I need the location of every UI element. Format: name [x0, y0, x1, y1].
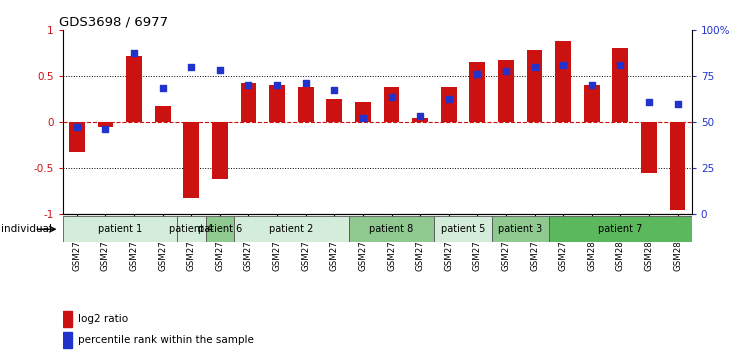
Point — [99, 127, 111, 132]
Text: patient 1: patient 1 — [98, 224, 142, 234]
Point — [185, 64, 197, 70]
Point — [557, 62, 569, 68]
Text: patient 2: patient 2 — [269, 224, 314, 234]
Bar — [298, 87, 314, 122]
Point — [357, 116, 369, 121]
Bar — [155, 105, 171, 122]
Bar — [492, 216, 549, 242]
Point — [528, 64, 540, 70]
Bar — [441, 87, 456, 122]
Point — [243, 82, 255, 88]
Text: patient 4: patient 4 — [169, 224, 213, 234]
Text: patient 7: patient 7 — [598, 224, 643, 234]
Bar — [63, 332, 72, 348]
Text: patient 5: patient 5 — [441, 224, 485, 234]
Bar — [470, 62, 485, 122]
Point — [128, 50, 140, 56]
Bar — [670, 122, 685, 210]
Bar — [383, 87, 400, 122]
Bar — [555, 41, 571, 122]
Point — [157, 85, 169, 91]
Point — [300, 81, 311, 86]
Point — [414, 113, 426, 119]
Point — [386, 95, 397, 100]
Bar — [498, 59, 514, 122]
Point — [443, 96, 455, 102]
Text: patient 3: patient 3 — [498, 224, 542, 234]
Bar — [98, 122, 113, 127]
Text: GDS3698 / 6977: GDS3698 / 6977 — [60, 16, 169, 29]
Bar — [327, 99, 342, 122]
Bar — [177, 216, 205, 242]
Bar — [241, 84, 256, 122]
Bar — [641, 122, 657, 173]
Bar — [269, 85, 285, 122]
Bar — [126, 56, 142, 122]
Bar — [612, 48, 629, 122]
Point — [472, 72, 484, 77]
Point — [214, 67, 226, 73]
Bar — [234, 216, 349, 242]
Text: percentile rank within the sample: percentile rank within the sample — [78, 335, 254, 345]
Bar — [549, 216, 692, 242]
Point — [500, 68, 512, 73]
Point — [643, 99, 655, 105]
Text: log2 ratio: log2 ratio — [78, 314, 128, 324]
Point — [271, 82, 283, 88]
Bar — [205, 216, 234, 242]
Bar — [412, 118, 428, 122]
Bar — [212, 122, 227, 179]
Point — [615, 62, 626, 68]
Bar — [349, 216, 434, 242]
Text: patient 8: patient 8 — [369, 224, 414, 234]
Text: patient 6: patient 6 — [198, 224, 242, 234]
Bar — [183, 122, 199, 198]
Bar — [584, 85, 600, 122]
Point — [71, 124, 82, 130]
Bar — [63, 311, 72, 327]
Text: individual: individual — [1, 224, 52, 234]
Bar — [434, 216, 492, 242]
Point — [586, 82, 598, 88]
Point — [672, 101, 684, 107]
Bar — [355, 102, 371, 122]
Bar — [63, 216, 177, 242]
Bar — [527, 50, 542, 122]
Bar — [69, 122, 85, 152]
Point — [328, 87, 340, 93]
